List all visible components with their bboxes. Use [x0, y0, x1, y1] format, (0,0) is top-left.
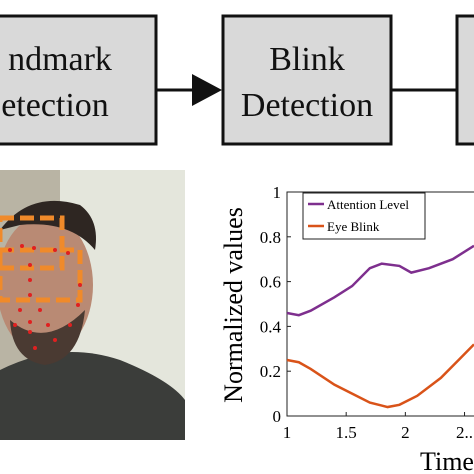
- x-tick-label: 2..: [456, 423, 473, 442]
- line-series: [286, 244, 474, 317]
- box-text: Blink: [269, 41, 345, 78]
- legend-label: Attention Level: [327, 197, 409, 212]
- landmarks: [8, 244, 82, 350]
- photo: [0, 170, 185, 440]
- box-blink: [221, 14, 393, 146]
- box-text: ndmark: [8, 41, 112, 78]
- y-tick-label: 0: [273, 407, 282, 426]
- eye-box: [0, 247, 83, 303]
- y-tick-label: 0.2: [260, 362, 281, 381]
- legend: [302, 192, 426, 240]
- box-next: [455, 14, 474, 146]
- legend-label: Eye Blink: [327, 219, 380, 234]
- y-tick-label: 0.6: [260, 273, 281, 292]
- x-tick-label: 2: [401, 423, 410, 442]
- x-tick-label: 1: [283, 423, 292, 442]
- y-tick-label: 0.4: [260, 317, 282, 336]
- box-text: etection: [1, 87, 109, 124]
- x-tick-label: 1.5: [336, 423, 357, 442]
- y-tick-label: 0.8: [260, 228, 281, 247]
- eye-box: [0, 215, 65, 271]
- x-axis-label: Time: [420, 447, 474, 474]
- y-axis-label: Normalized values: [219, 207, 248, 403]
- shirt: [0, 352, 185, 440]
- arrow-head: [192, 74, 222, 106]
- beard: [10, 310, 85, 365]
- y-tick-label: 1: [273, 183, 282, 202]
- box-text: Detection: [241, 87, 373, 124]
- line-series: [286, 343, 474, 409]
- box-landmark: [0, 14, 158, 146]
- hair: [0, 200, 96, 250]
